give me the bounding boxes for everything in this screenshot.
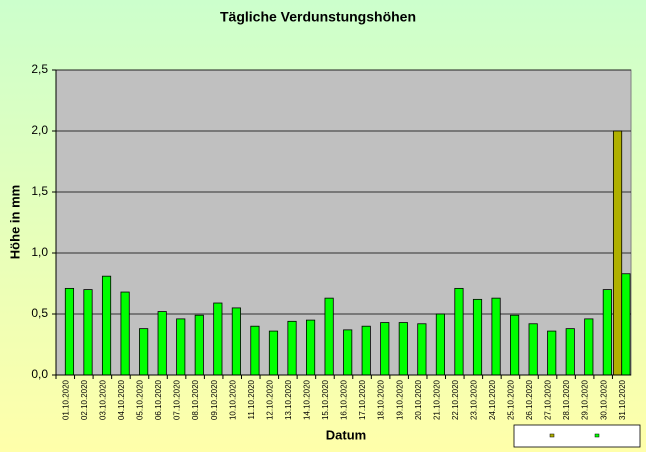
x-tick-label: 17.10.2020 <box>358 379 367 420</box>
bar <box>250 325 260 376</box>
bar <box>120 291 130 376</box>
bar <box>584 318 594 376</box>
bar <box>565 328 575 376</box>
bar <box>194 314 204 376</box>
bar <box>64 287 75 376</box>
x-tick-label: 30.10.2020 <box>599 379 608 420</box>
bar <box>547 330 557 376</box>
y-tick-label: 2,0 <box>31 123 48 137</box>
y-tick-label: 1,0 <box>31 245 48 259</box>
x-tick-label: 23.10.2020 <box>469 379 478 420</box>
bar <box>361 325 371 376</box>
x-tick-label: 08.10.2020 <box>191 379 200 420</box>
x-tick-label: 19.10.2020 <box>395 379 404 420</box>
x-tick-label: 28.10.2020 <box>562 379 571 420</box>
x-tick-label: 14.10.2020 <box>303 379 312 420</box>
x-tick-label: 09.10.2020 <box>210 379 219 420</box>
chart-title: Tägliche Verdunstungshöhen <box>220 9 416 25</box>
x-tick-label: 18.10.2020 <box>377 379 386 420</box>
bar <box>380 322 390 376</box>
bar <box>268 330 279 376</box>
x-tick-label: 27.10.2020 <box>544 379 553 420</box>
x-tick-label: 11.10.2020 <box>247 379 256 419</box>
bar <box>343 329 353 376</box>
y-tick-label: 0,0 <box>31 367 48 381</box>
y-axis-title: Höhe in mm <box>7 185 22 259</box>
bar <box>139 328 149 376</box>
x-tick-label: 02.10.2020 <box>80 379 89 420</box>
x-tick-label: 03.10.2020 <box>98 379 107 420</box>
x-tick-label: 01.10.2020 <box>61 379 70 420</box>
bar <box>324 297 334 376</box>
bar <box>491 297 501 376</box>
bar <box>287 320 297 376</box>
bar <box>157 311 167 376</box>
bar <box>454 287 464 376</box>
legend <box>513 424 641 448</box>
bar <box>528 323 538 376</box>
x-tick-label: 25.10.2020 <box>507 379 516 420</box>
bar <box>621 273 631 376</box>
y-tick-label: 1,5 <box>31 184 48 198</box>
legend-swatch <box>594 433 600 438</box>
bar <box>602 289 612 376</box>
bar <box>472 298 483 376</box>
y-tick-label: 2,5 <box>31 62 48 76</box>
bar <box>398 322 408 376</box>
bar <box>231 307 241 376</box>
x-tick-label: 04.10.2020 <box>117 379 126 420</box>
x-tick-label: 13.10.2020 <box>284 379 293 420</box>
x-tick-label: 21.10.2020 <box>432 379 441 420</box>
bar <box>306 319 316 376</box>
y-tick-label: 0,5 <box>31 306 48 320</box>
bar <box>213 302 223 376</box>
bar <box>612 130 623 376</box>
bar <box>435 313 445 376</box>
legend-swatch <box>549 433 555 438</box>
x-tick-label: 10.10.2020 <box>228 379 237 420</box>
x-axis-title: Datum <box>326 427 366 442</box>
x-tick-label: 29.10.2020 <box>581 379 590 420</box>
x-tick-label: 22.10.2020 <box>451 379 460 420</box>
bar <box>176 318 186 376</box>
bar <box>83 289 93 376</box>
x-tick-label: 07.10.2020 <box>173 379 182 420</box>
x-tick-label: 16.10.2020 <box>340 379 349 420</box>
x-tick-label: 15.10.2020 <box>321 379 330 420</box>
x-tick-label: 12.10.2020 <box>265 379 274 420</box>
x-tick-label: 31.10.2020 <box>618 379 627 420</box>
x-tick-label: 06.10.2020 <box>154 379 163 420</box>
x-tick-label: 26.10.2020 <box>525 379 534 420</box>
x-tick-label: 20.10.2020 <box>414 379 423 420</box>
x-tick-label: 05.10.2020 <box>136 379 145 420</box>
bar <box>101 275 112 376</box>
bar <box>417 323 427 376</box>
x-tick-label: 24.10.2020 <box>488 379 497 420</box>
bar <box>510 314 520 376</box>
